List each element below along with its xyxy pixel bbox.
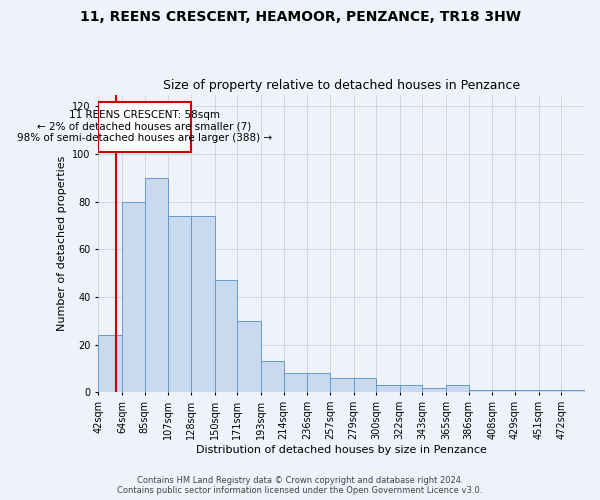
Bar: [169, 216, 191, 392]
Text: 11 REENS CRESCENT: 58sqm
← 2% of detached houses are smaller (7)
98% of semi-det: 11 REENS CRESCENT: 58sqm ← 2% of detache…: [17, 110, 272, 144]
Bar: [237, 321, 261, 392]
Bar: [422, 388, 446, 392]
Bar: [122, 202, 145, 392]
Bar: [446, 385, 469, 392]
Bar: [353, 378, 376, 392]
Bar: [145, 178, 169, 392]
FancyBboxPatch shape: [98, 102, 191, 152]
Bar: [307, 373, 330, 392]
Text: Contains HM Land Registry data © Crown copyright and database right 2024.
Contai: Contains HM Land Registry data © Crown c…: [118, 476, 482, 495]
Text: 11, REENS CRESCENT, HEAMOOR, PENZANCE, TR18 3HW: 11, REENS CRESCENT, HEAMOOR, PENZANCE, T…: [79, 10, 521, 24]
Bar: [469, 390, 493, 392]
Bar: [284, 373, 307, 392]
Bar: [330, 378, 353, 392]
Bar: [562, 390, 585, 392]
Bar: [515, 390, 539, 392]
Bar: [539, 390, 562, 392]
Bar: [215, 280, 237, 392]
Bar: [98, 335, 122, 392]
Bar: [376, 385, 400, 392]
Bar: [191, 216, 215, 392]
Y-axis label: Number of detached properties: Number of detached properties: [56, 156, 67, 331]
X-axis label: Distribution of detached houses by size in Penzance: Distribution of detached houses by size …: [196, 445, 487, 455]
Bar: [400, 385, 422, 392]
Bar: [493, 390, 515, 392]
Bar: [261, 362, 284, 392]
Title: Size of property relative to detached houses in Penzance: Size of property relative to detached ho…: [163, 79, 520, 92]
